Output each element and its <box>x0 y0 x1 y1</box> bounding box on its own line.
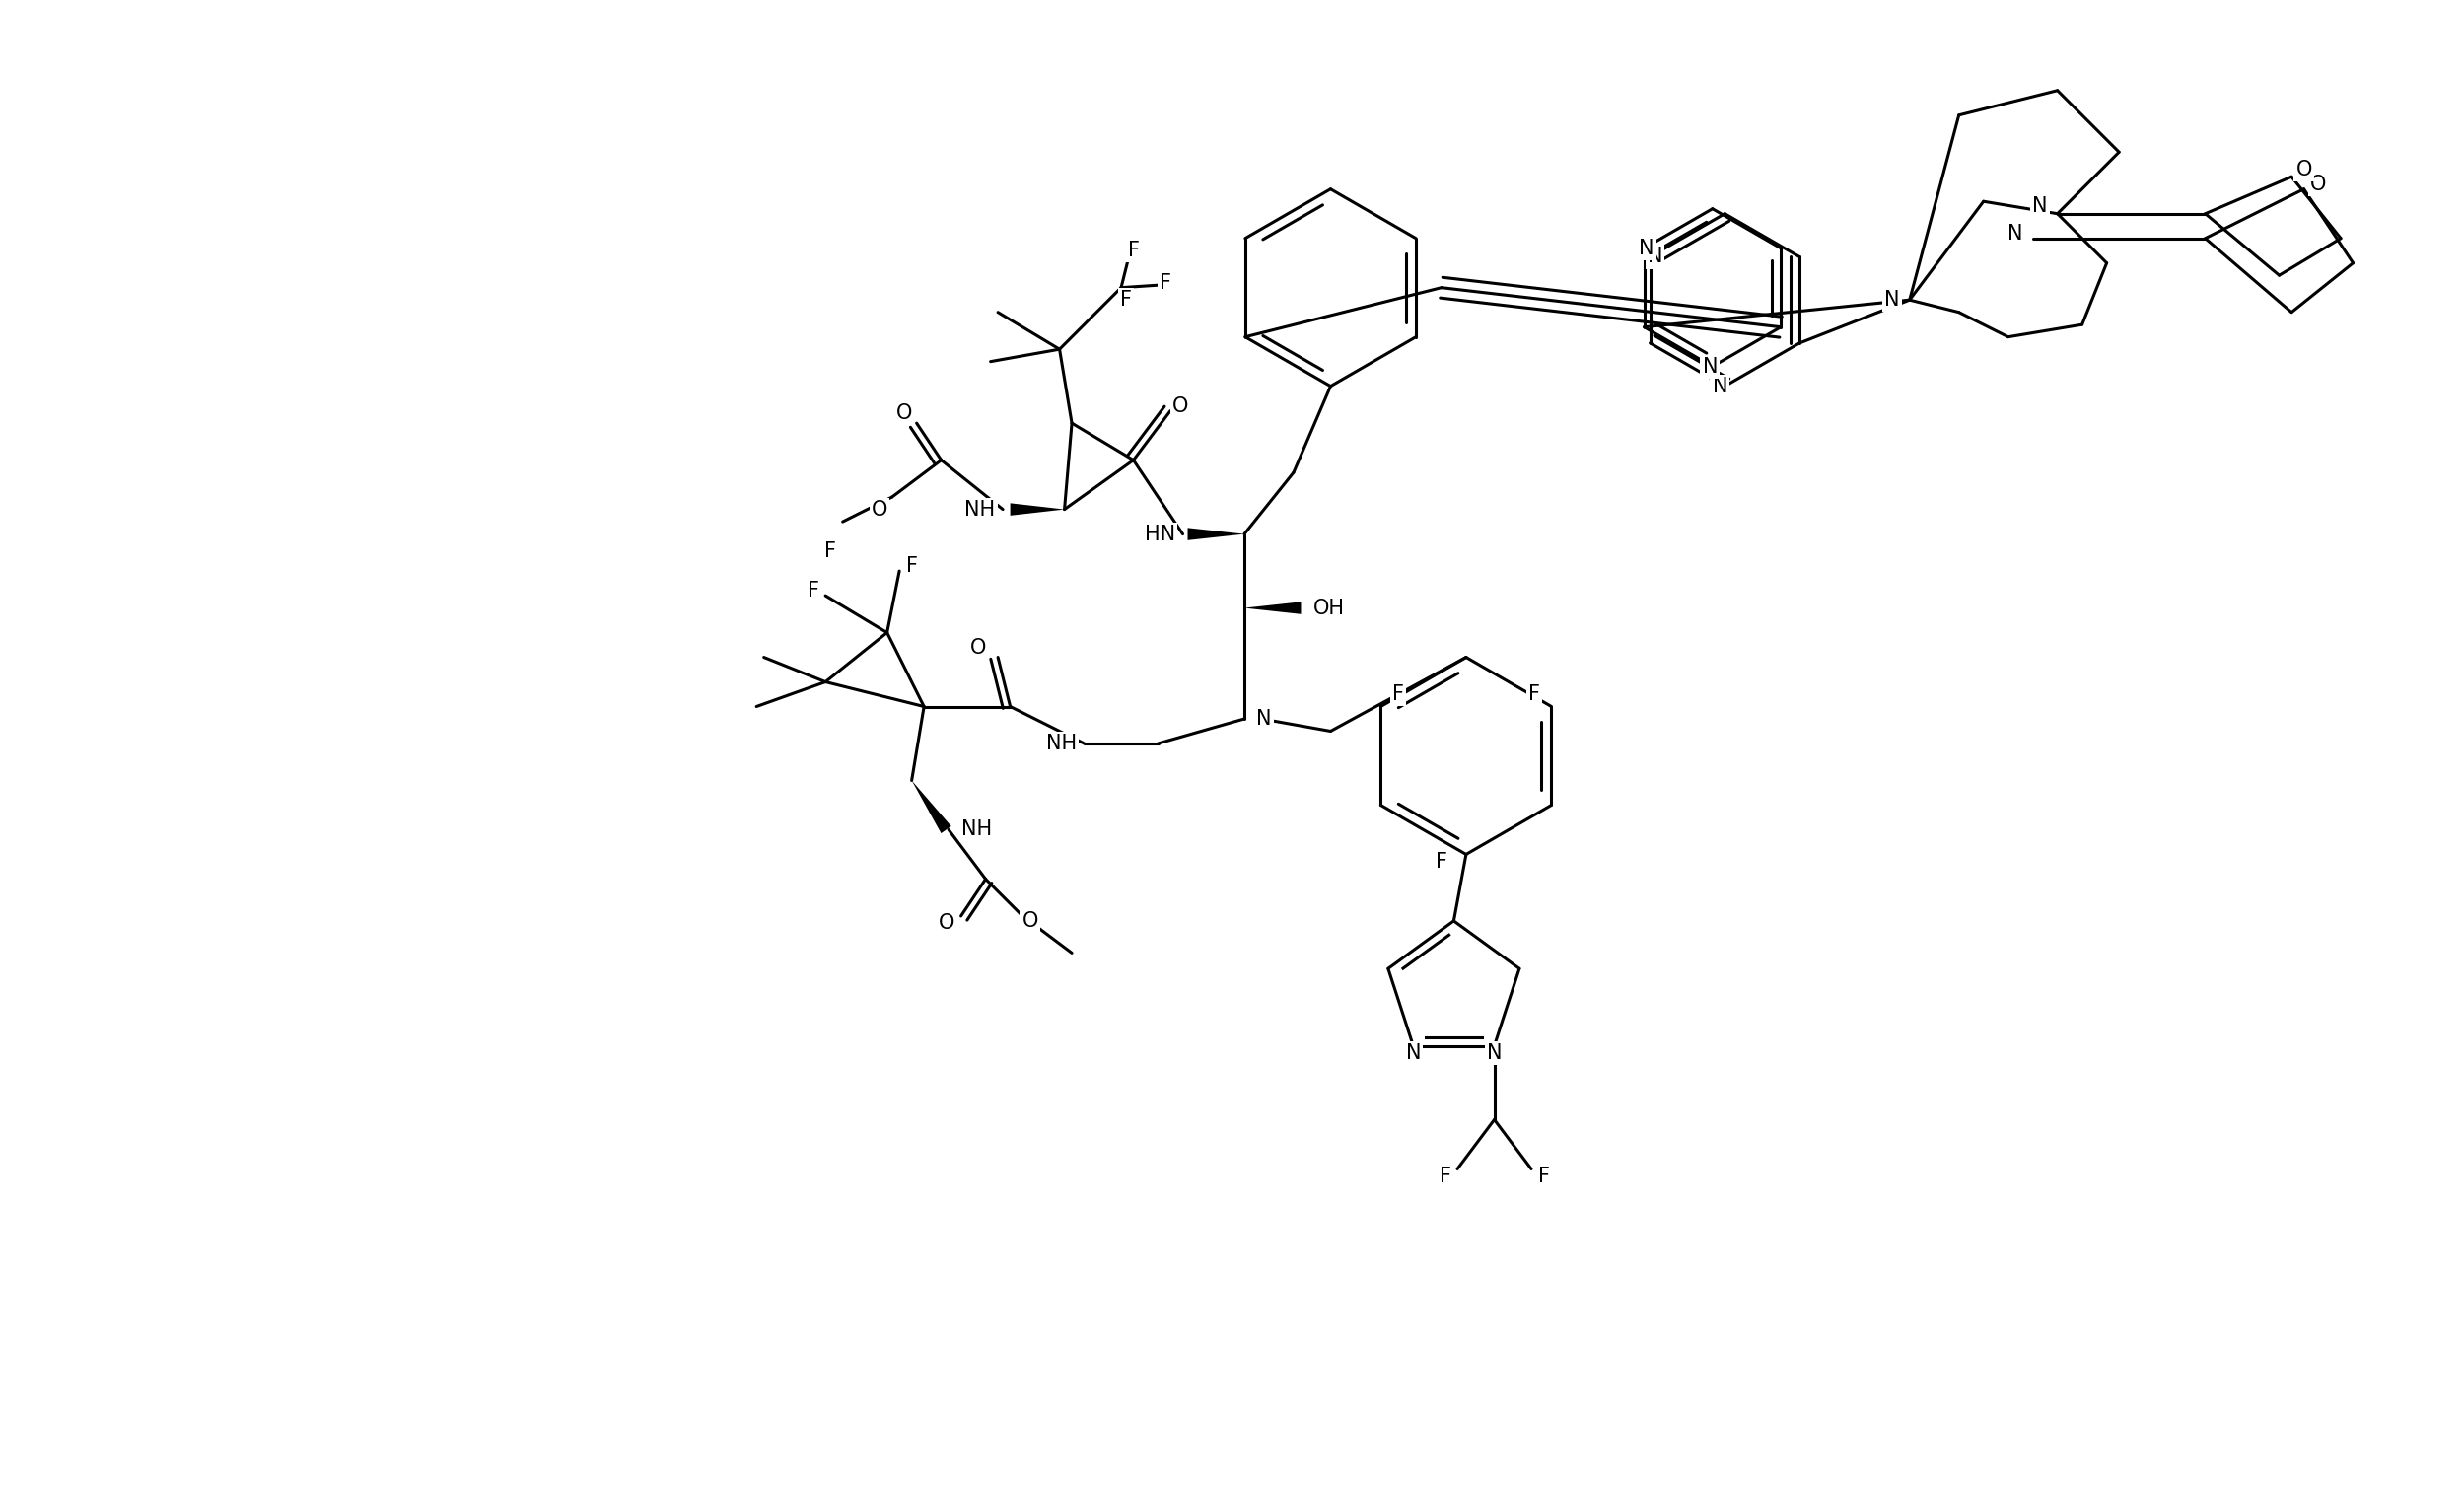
Text: N: N <box>1257 709 1271 729</box>
Text: F: F <box>1129 241 1138 260</box>
Text: O: O <box>939 913 954 934</box>
Text: NH: NH <box>961 819 991 840</box>
Text: O: O <box>2311 174 2326 193</box>
Text: O: O <box>971 638 986 657</box>
Text: F: F <box>808 581 818 601</box>
Text: NH: NH <box>966 500 995 519</box>
Text: F: F <box>1437 852 1446 871</box>
Text: F: F <box>1538 1166 1550 1187</box>
Text: F: F <box>1121 290 1131 309</box>
Text: O: O <box>2296 159 2311 180</box>
Text: N: N <box>1712 376 1727 396</box>
Polygon shape <box>1188 528 1244 540</box>
Text: O: O <box>897 403 912 424</box>
Text: F: F <box>1392 684 1404 703</box>
Text: N: N <box>1486 1044 1503 1063</box>
Text: N: N <box>1404 1044 1422 1063</box>
Polygon shape <box>912 781 951 833</box>
Text: F: F <box>907 556 917 575</box>
Text: O: O <box>872 500 887 519</box>
Polygon shape <box>1010 503 1064 516</box>
Text: N: N <box>2008 223 2023 244</box>
Text: F: F <box>1161 272 1170 293</box>
Text: O: O <box>1023 912 1037 931</box>
Text: F: F <box>825 541 835 561</box>
Text: F: F <box>1528 684 1540 703</box>
Text: N: N <box>1885 290 1900 309</box>
Text: N: N <box>1703 357 1717 376</box>
Text: O: O <box>1173 396 1188 416</box>
Text: OH: OH <box>1313 598 1345 617</box>
Text: N: N <box>1639 238 1653 259</box>
Text: F: F <box>1439 1166 1451 1187</box>
Text: N: N <box>2033 196 2048 216</box>
Polygon shape <box>1244 602 1301 614</box>
Text: NH: NH <box>1047 733 1077 754</box>
Text: N: N <box>1648 247 1663 266</box>
Text: HN: HN <box>1146 525 1175 544</box>
